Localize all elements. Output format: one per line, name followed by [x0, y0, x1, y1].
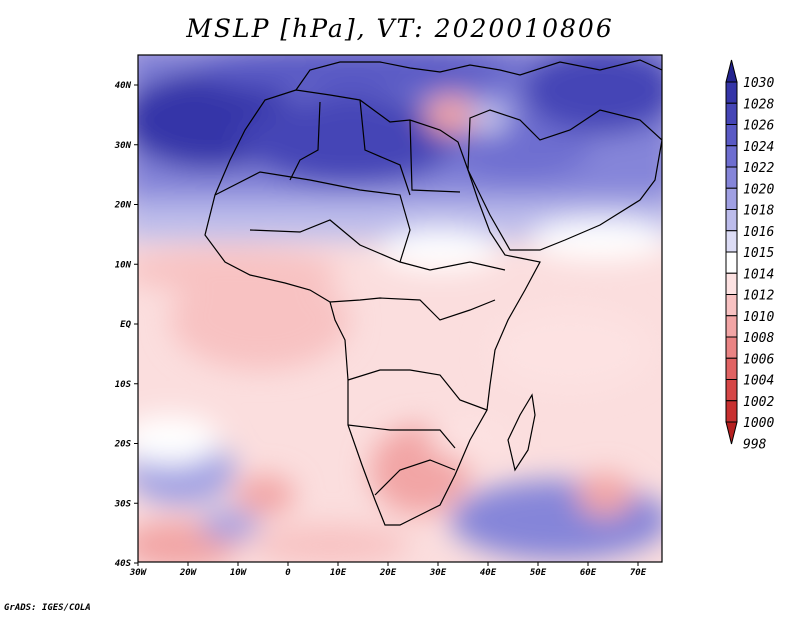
colorbar-label: 1030 — [743, 76, 774, 91]
lon-label: 60E — [580, 568, 597, 578]
colorbar-swatch — [725, 336, 738, 359]
colorbar-label: 1015 — [743, 246, 774, 261]
colorbar-label: 1022 — [743, 161, 774, 176]
lat-label: 30N — [114, 141, 132, 151]
map-title: MSLP [hPa], VT: 2020010806 — [186, 14, 614, 43]
lon-label: 50E — [530, 568, 547, 578]
colorbar-swatch — [725, 166, 738, 189]
plot-frame — [137, 54, 663, 563]
lon-label: 70E — [630, 568, 647, 578]
colorbar-swatch — [725, 230, 738, 253]
colorbar-label: 1018 — [743, 204, 774, 219]
colorbar-swatch — [725, 251, 738, 274]
colorbar-swatch — [725, 400, 738, 423]
colorbar-swatch — [725, 379, 738, 402]
longitude-labels: 30W 20W 10W 0 10E 20E 30E 40E 50E 60E 70E — [129, 562, 647, 578]
colorbar: 1030 1028 1026 1024 1022 1020 1018 1016 1015 1014… — [725, 59, 774, 452]
colorbar-swatch — [725, 294, 738, 317]
colorbar-label: 1008 — [743, 331, 774, 346]
colorbar-swatch — [725, 81, 738, 104]
colorbar-label: 1012 — [743, 289, 774, 304]
colorbar-label: 1010 — [743, 310, 774, 325]
colorbar-label: 1014 — [743, 267, 774, 282]
lat-label: 40S — [115, 559, 132, 569]
lon-label: 40E — [480, 568, 497, 578]
colorbar-swatch — [725, 315, 738, 338]
credit-text: GrADS: IGES/COLA — [4, 603, 91, 613]
lat-label: 20N — [114, 201, 132, 211]
lon-label: 20E — [379, 568, 397, 578]
lat-label: EQ — [120, 320, 131, 330]
colorbar-swatch — [725, 124, 738, 147]
colorbar-label: 1002 — [743, 395, 774, 410]
colorbar-label: 1006 — [743, 352, 774, 367]
colorbar-label: 1000 — [743, 416, 774, 431]
colorbar-bottom-arrow — [725, 421, 738, 445]
colorbar-swatch — [725, 357, 738, 380]
lon-label: 10W — [230, 568, 248, 578]
colorbar-label: 1004 — [743, 374, 774, 389]
colorbar-label: 998 — [743, 437, 767, 452]
lat-label: 40N — [115, 81, 132, 91]
latitude-labels: 40N 30N 20N 10N EQ 10S 20S 30S 40S — [114, 81, 138, 569]
lon-label: 10E — [330, 568, 347, 578]
coastlines — [204, 59, 662, 526]
pressure-field — [138, 55, 662, 562]
lon-label: 20W — [179, 568, 198, 578]
colorbar-swatch — [725, 272, 738, 295]
colorbar-label: 1020 — [743, 182, 774, 197]
lat-label: 10N — [115, 260, 132, 270]
colorbar-label: 1026 — [743, 119, 774, 134]
colorbar-top-arrow — [725, 59, 738, 83]
lon-label: 0 — [285, 568, 291, 578]
lat-label: 10S — [115, 380, 132, 390]
colorbar-swatch — [725, 187, 738, 210]
colorbar-label: 1028 — [743, 97, 774, 112]
lat-label: 20S — [114, 440, 132, 450]
colorbar-swatch — [725, 102, 738, 125]
colorbar-label: 1024 — [743, 140, 774, 155]
colorbar-label: 1016 — [743, 225, 774, 240]
lon-label: 30W — [129, 568, 148, 578]
colorbar-swatch — [725, 209, 738, 232]
colorbar-swatch — [725, 145, 738, 168]
lat-label: 30S — [114, 499, 132, 509]
lon-label: 30E — [429, 568, 447, 578]
